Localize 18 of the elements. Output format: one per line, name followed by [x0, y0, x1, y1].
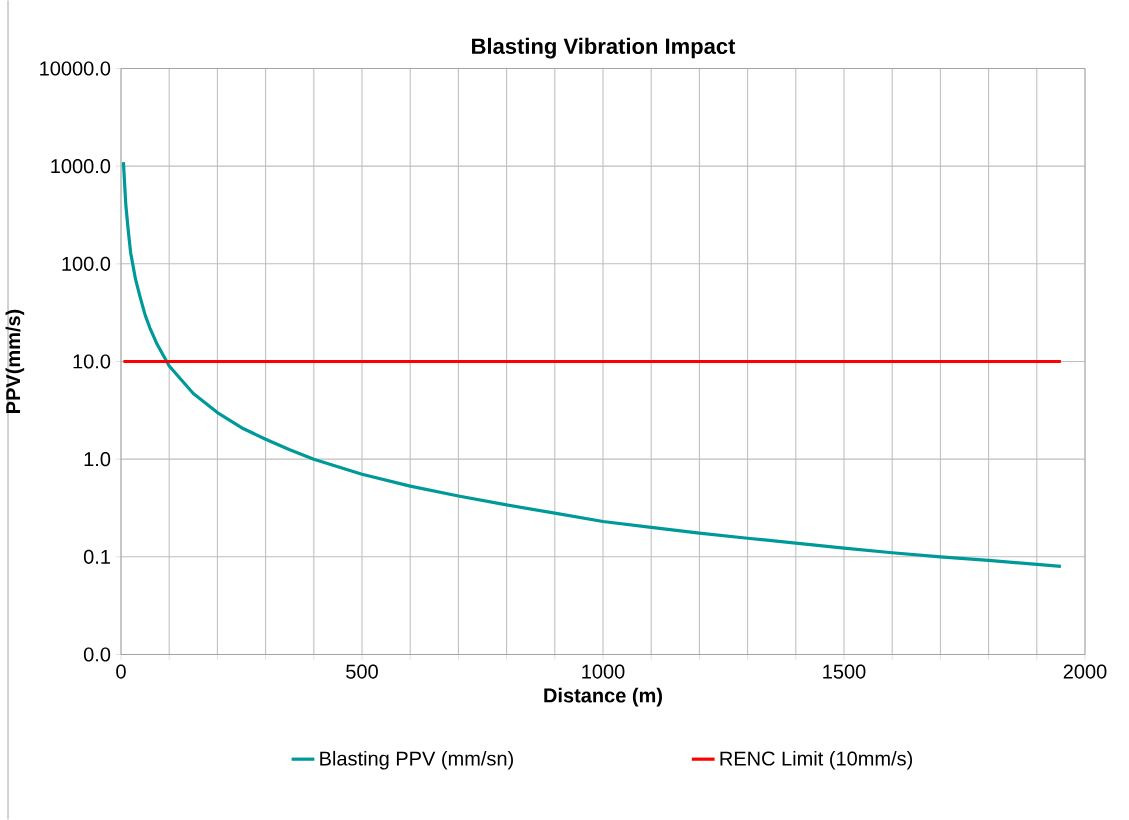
chart-title: Blasting Vibration Impact — [472, 37, 736, 59]
y-tick-label: 1.0 — [84, 452, 111, 467]
y-tick-label: 1000.0 — [51, 159, 111, 174]
y-tick-label: 10.0 — [73, 354, 111, 369]
legend-label: RENC Limit (10mm/s) — [720, 750, 913, 770]
x-tick-label: 500 — [346, 664, 378, 679]
x-tick-label: 2000 — [1063, 664, 1107, 679]
y-axis-title: PPV(mm/s) — [5, 309, 25, 413]
y-tick-label: 10000.0 — [40, 61, 111, 76]
x-tick-label: 1000 — [582, 664, 625, 679]
x-tick-label: 0 — [116, 664, 126, 679]
line-series — [121, 160, 1063, 568]
legend-label: Blasting PPV (mm/sn) — [320, 750, 513, 770]
y-tick-label: 0.1 — [83, 549, 110, 564]
x-tick-label: 1500 — [823, 664, 866, 679]
y-tick-label: 0.0 — [83, 647, 111, 662]
y-tick-label: 100.0 — [62, 256, 111, 271]
x-axis-title: Distance (m) — [544, 687, 662, 707]
